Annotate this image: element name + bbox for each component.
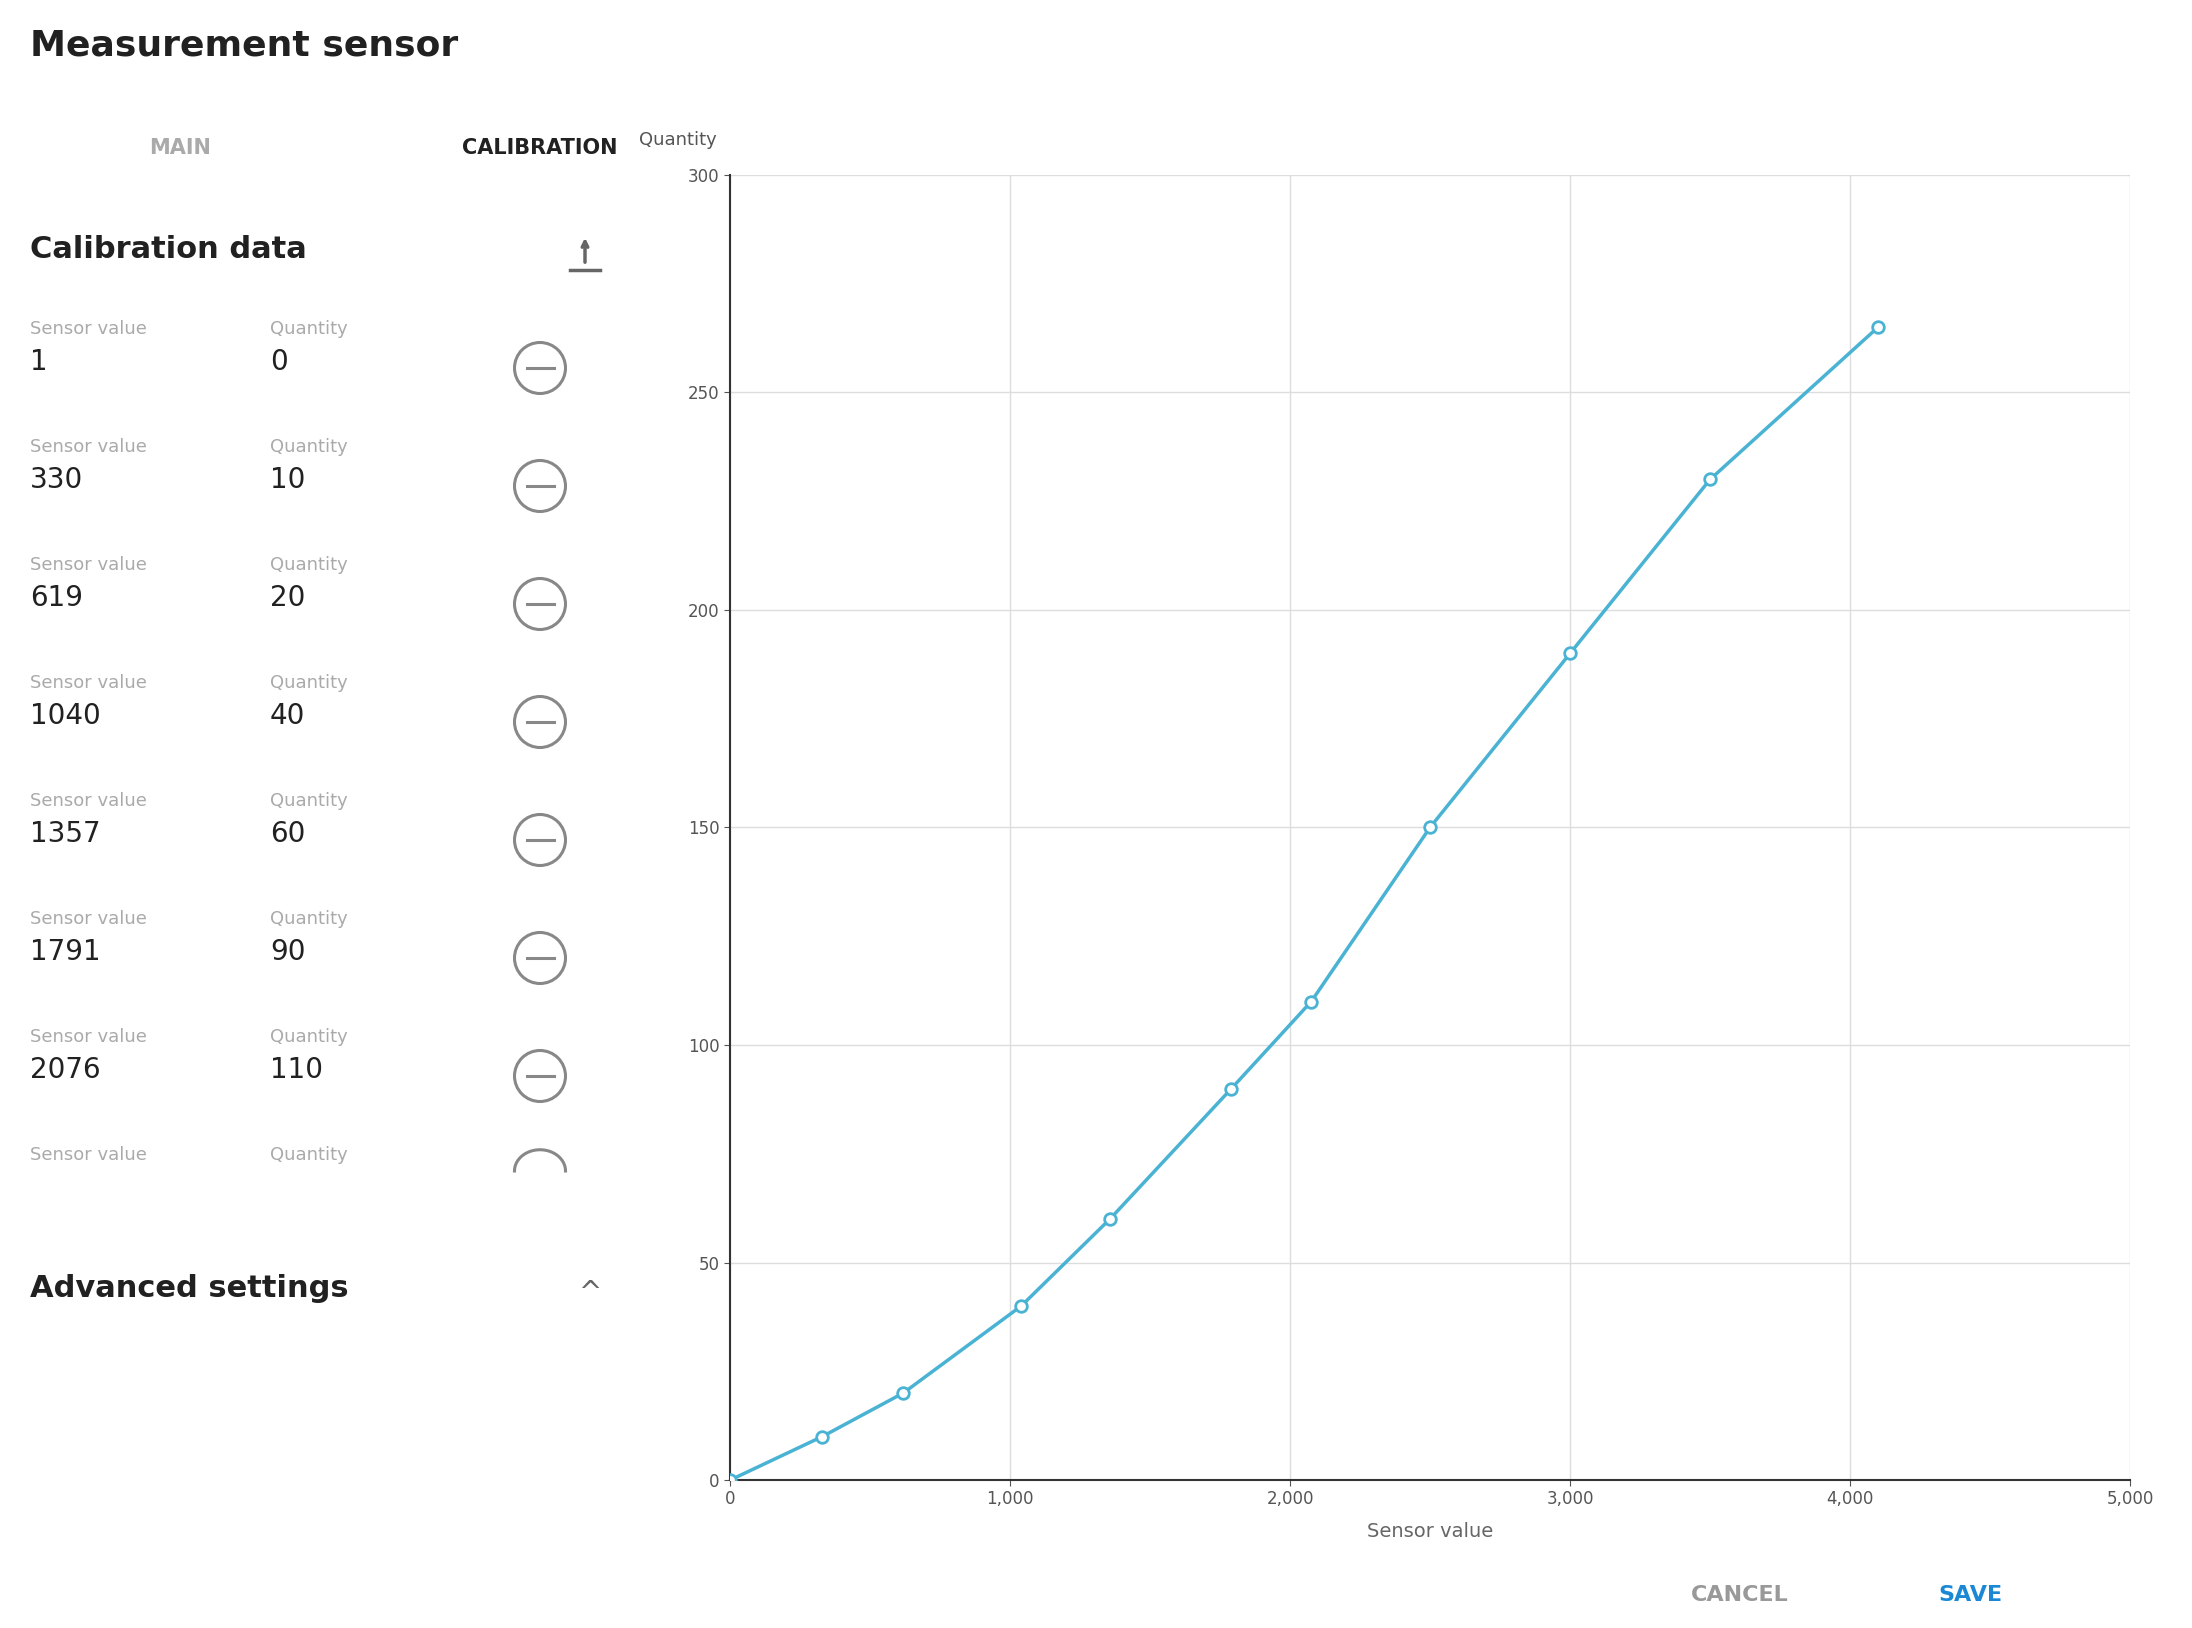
Text: Quantity: Quantity <box>640 130 717 148</box>
Text: SAVE: SAVE <box>1938 1586 2001 1605</box>
Text: 20: 20 <box>270 584 305 612</box>
Text: Sensor value: Sensor value <box>31 1027 147 1047</box>
Text: Advanced settings: Advanced settings <box>31 1275 349 1302</box>
Text: Quantity: Quantity <box>270 674 349 692</box>
Text: Quantity: Quantity <box>270 910 349 928</box>
X-axis label: Sensor value: Sensor value <box>1368 1522 1493 1542</box>
Text: 619: 619 <box>31 584 83 612</box>
Text: Sensor value: Sensor value <box>31 791 147 811</box>
Point <box>712 1467 747 1493</box>
Text: 2076: 2076 <box>31 1057 101 1084</box>
Text: Sensor value: Sensor value <box>31 321 147 339</box>
Point <box>1412 814 1447 840</box>
Point <box>1293 988 1328 1014</box>
Text: 1040: 1040 <box>31 702 101 729</box>
Text: 330: 330 <box>31 466 83 493</box>
Text: 1791: 1791 <box>31 938 101 965</box>
Text: Quantity: Quantity <box>270 791 349 811</box>
Text: Quantity: Quantity <box>270 1146 349 1164</box>
Text: Calibration data: Calibration data <box>31 234 307 264</box>
Text: CALIBRATION: CALIBRATION <box>463 138 618 158</box>
Point <box>1692 467 1727 493</box>
Text: MAIN: MAIN <box>149 138 210 158</box>
Text: 40: 40 <box>270 702 305 729</box>
Point <box>1092 1206 1127 1232</box>
Point <box>1214 1076 1249 1102</box>
Point <box>804 1423 840 1449</box>
Text: 1357: 1357 <box>31 821 101 848</box>
Point <box>1004 1293 1039 1319</box>
Text: Sensor value: Sensor value <box>31 438 147 456</box>
Text: Quantity: Quantity <box>270 1027 349 1047</box>
Text: 0: 0 <box>270 348 287 376</box>
Text: 10: 10 <box>270 466 305 493</box>
Text: Sensor value: Sensor value <box>31 910 147 928</box>
Text: 1: 1 <box>31 348 48 376</box>
Text: Sensor value: Sensor value <box>31 1146 147 1164</box>
Text: Measurement sensor: Measurement sensor <box>31 28 458 62</box>
Text: Quantity: Quantity <box>270 438 349 456</box>
Text: 110: 110 <box>270 1057 322 1084</box>
Text: Sensor value: Sensor value <box>31 674 147 692</box>
Text: Quantity: Quantity <box>270 557 349 575</box>
Text: 90: 90 <box>270 938 305 965</box>
Point <box>1861 314 1896 340</box>
Text: Sensor value: Sensor value <box>31 557 147 575</box>
Point <box>1552 640 1587 666</box>
Text: ^: ^ <box>579 1280 601 1307</box>
Text: CANCEL: CANCEL <box>1690 1586 1789 1605</box>
Text: Quantity: Quantity <box>270 321 349 339</box>
Text: 60: 60 <box>270 821 305 848</box>
Point <box>886 1381 921 1407</box>
